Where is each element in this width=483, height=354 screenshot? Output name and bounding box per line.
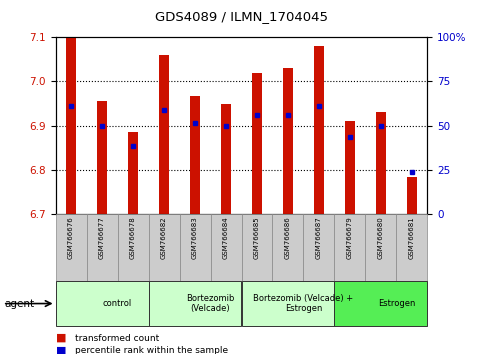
Bar: [397, 214, 427, 281]
Text: GSM766686: GSM766686: [285, 216, 291, 259]
Bar: [149, 214, 180, 281]
Bar: [242, 214, 272, 281]
Text: Estrogen: Estrogen: [378, 299, 415, 308]
Bar: [334, 281, 427, 326]
Text: percentile rank within the sample: percentile rank within the sample: [75, 346, 228, 354]
Text: ■: ■: [56, 333, 66, 343]
Bar: [344, 121, 355, 214]
Bar: [97, 101, 107, 214]
Bar: [117, 214, 149, 281]
Text: GSM766687: GSM766687: [316, 216, 322, 259]
Text: GSM766685: GSM766685: [254, 216, 260, 259]
Text: control: control: [103, 299, 132, 308]
Bar: [211, 214, 242, 281]
Bar: [252, 73, 262, 214]
Bar: [221, 103, 231, 214]
Bar: [180, 214, 211, 281]
Bar: [313, 46, 325, 214]
Text: Bortezomib (Velcade) +
Estrogen: Bortezomib (Velcade) + Estrogen: [254, 294, 354, 313]
Bar: [303, 214, 334, 281]
Text: GSM766679: GSM766679: [347, 216, 353, 259]
Text: GSM766684: GSM766684: [223, 216, 229, 259]
Text: GSM766681: GSM766681: [409, 216, 415, 259]
Bar: [366, 214, 397, 281]
Text: GDS4089 / ILMN_1704045: GDS4089 / ILMN_1704045: [155, 10, 328, 23]
Text: GSM766683: GSM766683: [192, 216, 198, 259]
Bar: [376, 113, 386, 214]
Bar: [407, 177, 417, 214]
Text: GSM766682: GSM766682: [161, 216, 167, 259]
Bar: [283, 68, 293, 214]
Bar: [334, 214, 366, 281]
Text: ■: ■: [56, 346, 66, 354]
Text: transformed count: transformed count: [75, 333, 159, 343]
Text: GSM766678: GSM766678: [130, 216, 136, 259]
Text: GSM766680: GSM766680: [378, 216, 384, 259]
Text: agent: agent: [5, 298, 35, 309]
Bar: [56, 281, 149, 326]
Bar: [128, 132, 139, 214]
Bar: [56, 214, 86, 281]
Text: GSM766676: GSM766676: [68, 216, 74, 259]
Bar: [149, 281, 242, 326]
Text: GSM766677: GSM766677: [99, 216, 105, 259]
Bar: [190, 96, 200, 214]
Bar: [158, 55, 170, 214]
Bar: [242, 281, 334, 326]
Bar: [66, 37, 76, 214]
Bar: [86, 214, 117, 281]
Text: Bortezomib
(Velcade): Bortezomib (Velcade): [186, 294, 235, 313]
Bar: [272, 214, 303, 281]
